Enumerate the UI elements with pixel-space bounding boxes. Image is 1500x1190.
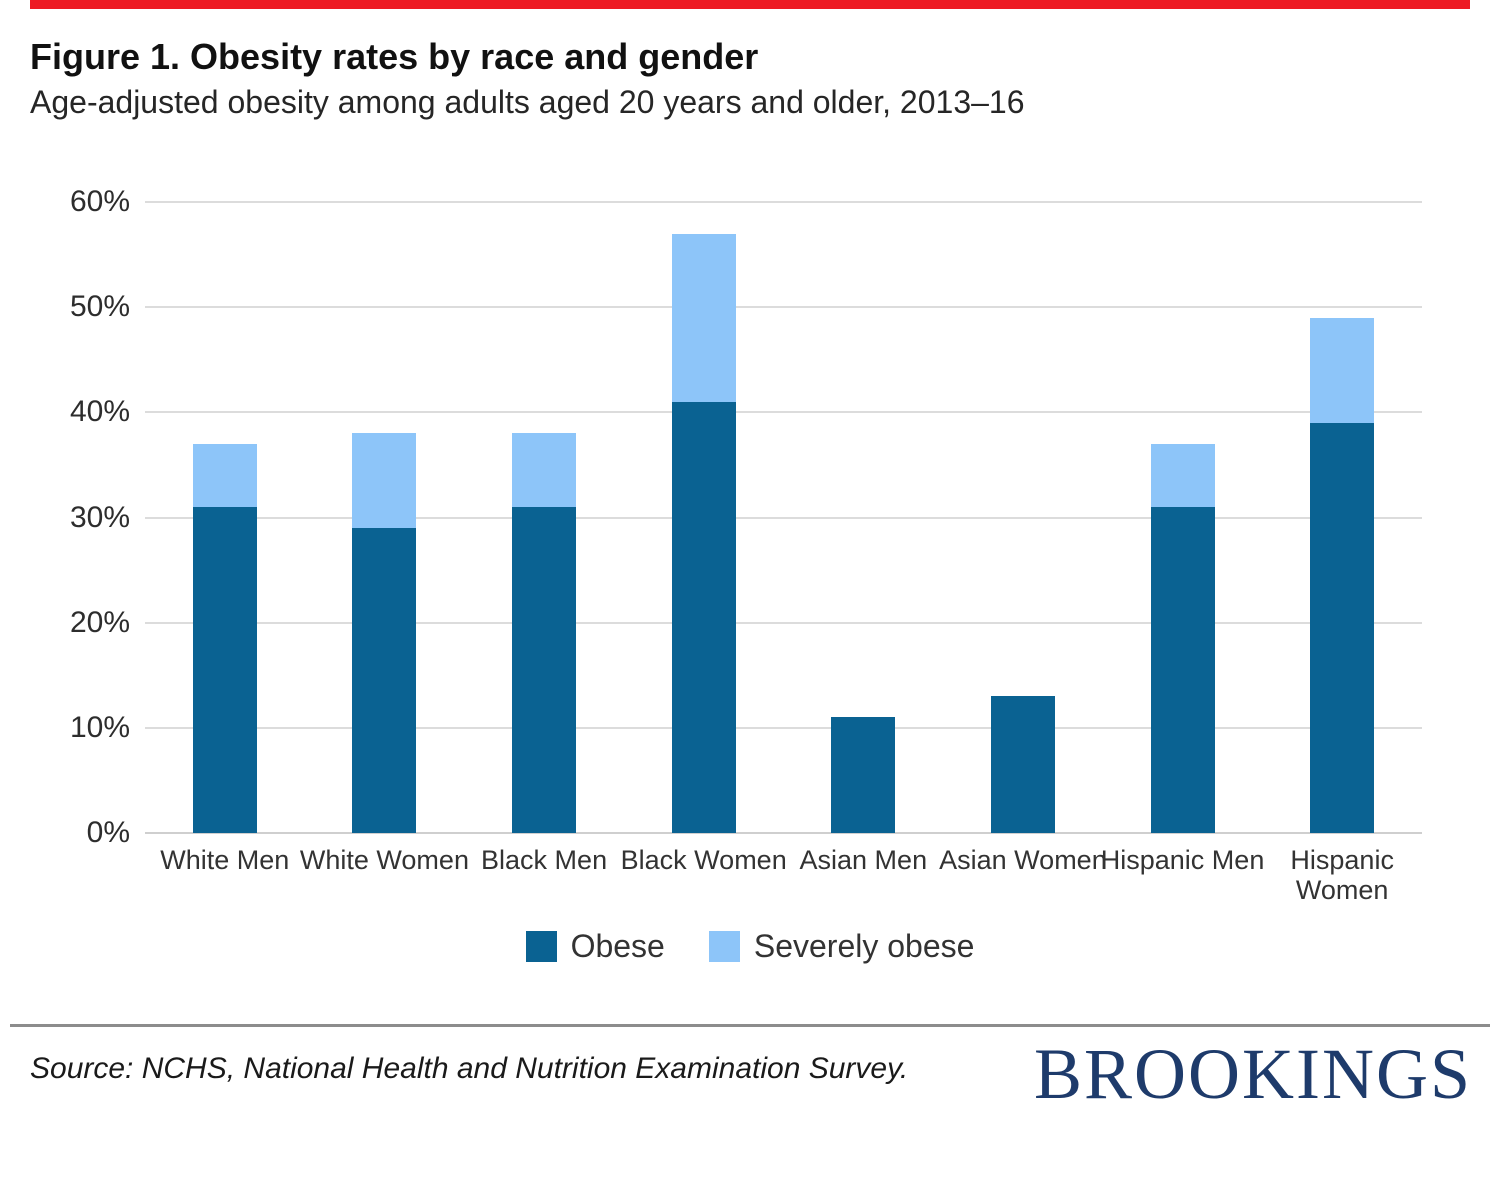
gridline-60 [145, 201, 1422, 203]
y-axis-tick-label: 30% [69, 500, 130, 534]
bar-segment-obese [512, 506, 577, 833]
y-axis-tick-label: 50% [69, 290, 130, 324]
y-axis-tick-label: 20% [69, 605, 130, 639]
bar-segment-obese [192, 506, 257, 833]
bar-chart-plot-area: 0% 10% 20% 30% 40% 50% 60% White Men White Women… [69, 185, 1422, 905]
y-axis-tick-label: 0% [86, 816, 130, 849]
figure-subtitle: Age-adjusted obesity among adults aged 2… [30, 84, 1025, 120]
bar-segment-obese [671, 401, 736, 833]
bar-segment-severely-obese [671, 233, 736, 402]
x-axis-category-label: Black Women [620, 845, 787, 875]
bar-segment-severely-obese [192, 443, 257, 507]
bar-segment-severely-obese [512, 433, 577, 507]
legend-item-obese: Obese [525, 928, 665, 965]
bar-segment-obese [1310, 422, 1375, 833]
x-axis-category-label: Hispanic Women [1290, 845, 1394, 905]
x-axis-category-label: Hispanic Men [1100, 845, 1265, 875]
bar-segment-obese [352, 528, 417, 833]
obese-legend-label: Obese [570, 928, 665, 964]
source-note: Source: NCHS, National Health and Nutrit… [30, 1052, 909, 1085]
gridline-10 [145, 726, 1422, 729]
obese-legend-swatch [525, 931, 557, 962]
top-accent-rule [30, 0, 1470, 9]
legend-item-severely-obese: Severely obese [708, 928, 975, 965]
severely-obese-legend-label: Severely obese [753, 928, 975, 964]
brookings-logo: BROOKINGS [1033, 1034, 1472, 1114]
gridline-50 [145, 306, 1422, 309]
bar-segment-severely-obese [1150, 443, 1215, 507]
gridline-40 [145, 411, 1422, 414]
x-axis-category-label: Asian Men [799, 845, 928, 875]
x-axis-category-label: White Men [160, 845, 290, 875]
bar-segment-obese [831, 717, 896, 833]
y-axis-tick-label: 10% [69, 710, 130, 744]
figure-title: Figure 1. Obesity rates by race and gend… [30, 36, 759, 77]
gridline-0 [145, 832, 1422, 834]
x-axis-category-label: Asian Women [939, 845, 1107, 875]
bar-segment-obese [1150, 506, 1215, 833]
chart-legend: Obese Severely obese [0, 928, 1500, 965]
bar-segment-severely-obese [352, 433, 417, 528]
gridline-20 [145, 621, 1422, 624]
y-axis-tick-label: 40% [69, 395, 130, 429]
severely-obese-legend-swatch [708, 931, 740, 962]
bar-segment-severely-obese [1310, 317, 1375, 423]
y-axis-tick-label: 60% [69, 185, 130, 218]
footer-divider-line [10, 1024, 1490, 1027]
bar-segment-obese [990, 696, 1055, 833]
x-axis-category-label: Black Men [481, 845, 608, 875]
gridline-30 [145, 516, 1422, 519]
x-axis-category-label: White Women [299, 845, 469, 875]
